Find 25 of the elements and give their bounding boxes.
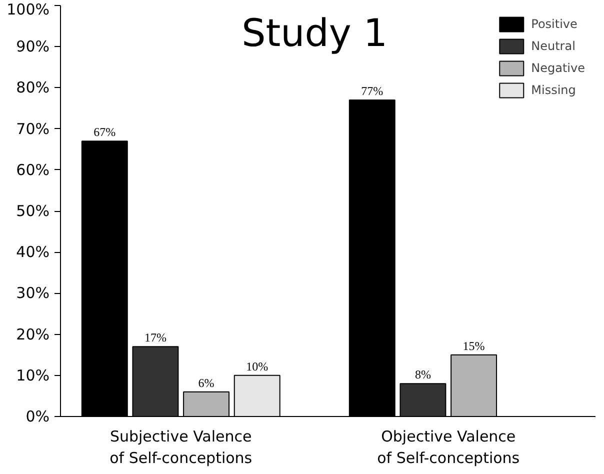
y-tick-label: 100% — [6, 0, 50, 18]
data-label: 6% — [198, 376, 214, 390]
x-tick-label: Objective Valence of Self-conceptions — [377, 428, 520, 468]
data-label: 10% — [246, 359, 268, 374]
y-tick-label: 60% — [16, 160, 50, 179]
y-tick-label: 0% — [26, 408, 50, 426]
chart-title: Study 1 — [242, 10, 388, 55]
y-tick-label: 70% — [16, 120, 50, 138]
data-label: 17% — [144, 330, 166, 345]
y-tick-label: 40% — [16, 243, 50, 262]
data-label: 77% — [361, 84, 384, 98]
y-tick-label: 90% — [16, 38, 50, 56]
y-tick-label: 10% — [16, 366, 50, 384]
y-tick-label: 50% — [16, 202, 50, 220]
data-label: 67% — [94, 125, 116, 140]
x-tick-label: Subjective Valence of Self-conceptions — [110, 428, 252, 468]
y-tick-label: 80% — [16, 78, 50, 97]
y-tick-label: 20% — [16, 325, 50, 344]
legend-label: Missing — [531, 83, 576, 97]
data-label: 8% — [414, 368, 431, 382]
data-label: 15% — [462, 338, 485, 353]
legend-label: Negative — [531, 61, 585, 75]
y-tick-label: 30% — [16, 284, 50, 302]
legend-label: Neutral — [531, 39, 576, 53]
legend-label: Positive — [531, 17, 578, 31]
